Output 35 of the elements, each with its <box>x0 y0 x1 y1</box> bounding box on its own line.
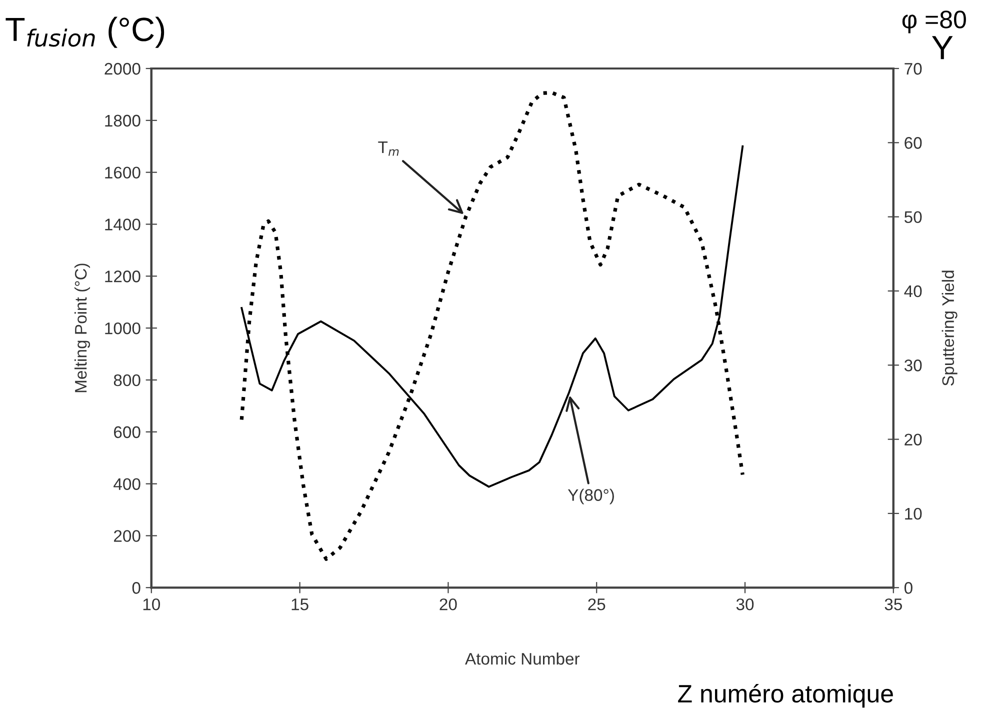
x-tick-label: 30 <box>736 598 754 610</box>
y2-tick-label: 0 <box>904 582 912 594</box>
y2-tick-label: 20 <box>904 434 922 446</box>
y-tick-label: 1000 <box>105 322 140 334</box>
text: T$_{fusion}$ (°C) <box>6 16 164 48</box>
y-tick-label: 1200 <box>105 270 140 282</box>
y-tick-label: 200 <box>114 530 140 542</box>
text: φ =80 <box>902 10 966 34</box>
text: Y <box>932 36 953 60</box>
x-tick-label: 15 <box>292 598 308 610</box>
x-tick-label: 35 <box>884 598 902 610</box>
annotation: Y(80°) <box>568 488 614 504</box>
x-tick-label: 20 <box>440 598 457 610</box>
y-tick-label: 1600 <box>105 166 140 179</box>
y-tick-label: 2000 <box>104 62 140 75</box>
y2-tick-label: 70 <box>904 62 922 75</box>
y2-tick-label: 30 <box>904 360 922 372</box>
y2-tick-label: 60 <box>904 137 922 149</box>
line-series <box>240 90 744 561</box>
x-tick-label: 25 <box>588 598 606 610</box>
x-tick-label: 10 <box>143 598 160 610</box>
y-axis-title: Melting Point (°C) <box>74 264 90 392</box>
y2-tick-label: 50 <box>904 211 922 224</box>
y2-tick-label: 40 <box>904 285 922 298</box>
y-tick-label: 800 <box>114 374 140 386</box>
y-tick-label: 600 <box>114 426 140 438</box>
y-tick-label: 0 <box>132 582 140 594</box>
y-tick-label: 1800 <box>105 114 140 127</box>
x-axis-title: Atomic Number <box>465 652 580 665</box>
text: Z numéro atomique <box>678 684 893 708</box>
y-tick-label: 1400 <box>105 218 140 230</box>
annotation: T$_{m}$ <box>378 142 399 156</box>
y2-tick-label: 10 <box>905 508 922 520</box>
y-tick-label: 400 <box>114 478 140 490</box>
y2-axis-title: Sputtering Yield <box>942 270 958 386</box>
